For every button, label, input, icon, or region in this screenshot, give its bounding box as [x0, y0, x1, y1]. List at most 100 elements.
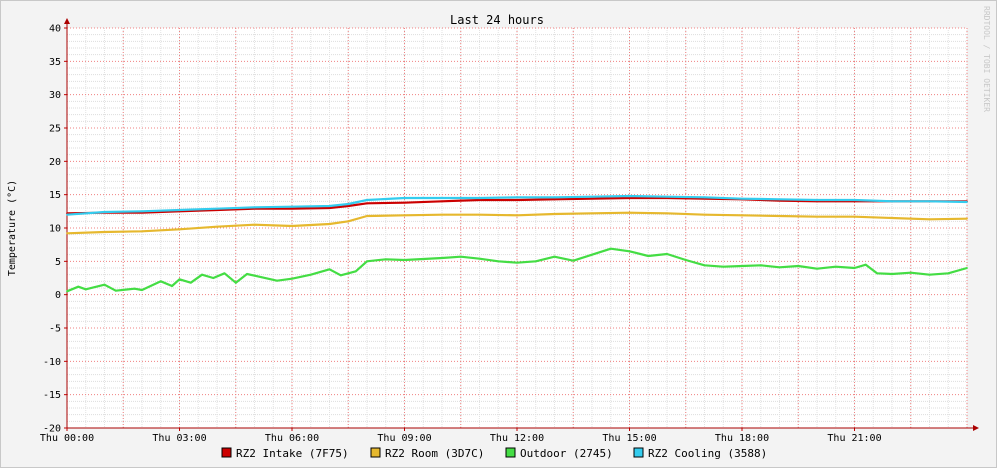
legend-label: RZ2 Intake (7F75) [236, 447, 349, 460]
data-point [628, 250, 631, 253]
data-point [516, 214, 518, 217]
data-point [553, 213, 556, 215]
data-point [141, 289, 143, 291]
data-point [178, 278, 181, 281]
y-tick-label: -5 [49, 324, 61, 335]
data-point [703, 264, 706, 267]
data-point [816, 199, 818, 201]
data-point [553, 255, 556, 258]
data-point [291, 277, 293, 280]
data-point [189, 281, 192, 284]
data-point [478, 199, 481, 201]
y-tick-label: -15 [43, 390, 61, 401]
data-point [864, 263, 867, 266]
data-point [216, 225, 218, 228]
y-tick-label: 20 [49, 157, 61, 168]
data-point [276, 279, 278, 282]
data-point [178, 209, 181, 211]
data-point [339, 274, 342, 277]
data-point [591, 195, 593, 198]
data-point [141, 210, 143, 213]
data-point [328, 207, 331, 209]
data-point [366, 215, 368, 217]
data-point [928, 273, 931, 276]
data-point [797, 265, 800, 267]
x-tick-label: Thu 09:00 [377, 433, 431, 444]
data-point [516, 199, 518, 201]
legend-swatch [221, 447, 232, 458]
y-tick-label: -20 [43, 424, 61, 435]
data-point [928, 200, 931, 203]
data-point [516, 196, 518, 199]
data-point [103, 231, 106, 233]
data-point [133, 287, 136, 290]
data-point [816, 267, 818, 270]
x-tick-label: Thu 21:00 [827, 433, 881, 444]
data-point [216, 207, 218, 210]
grid [66, 27, 968, 429]
data-point [478, 213, 481, 216]
data-point [141, 230, 143, 233]
data-point [722, 265, 725, 268]
x-tick-label: Thu 06:00 [265, 433, 319, 444]
legend-label: RZ2 Room (3D7C) [385, 447, 484, 460]
data-point [291, 207, 293, 210]
x-tick-label: Thu 03:00 [152, 433, 206, 444]
data-point [347, 205, 350, 207]
data-point [441, 213, 443, 216]
data-point [741, 214, 743, 217]
series-line-3 [66, 194, 968, 216]
legend-label: Outdoor (2745) [520, 447, 613, 460]
data-point [366, 199, 368, 201]
data-point [853, 267, 856, 269]
y-tick-label: 30 [49, 90, 61, 101]
x-axis-arrow [973, 425, 979, 431]
data-point [816, 215, 818, 218]
data-point [478, 197, 481, 199]
x-tick-label: Thu 12:00 [490, 433, 544, 444]
data-point [103, 211, 106, 213]
data-point [366, 260, 368, 263]
data-point [114, 289, 117, 292]
y-axis-label: Temperature (°C) [7, 180, 18, 276]
x-tick-label: Thu 18:00 [715, 433, 769, 444]
data-point [354, 270, 357, 273]
data-point [291, 225, 293, 227]
data-point [628, 211, 631, 214]
data-point [261, 276, 263, 279]
data-point [741, 265, 743, 267]
data-point [534, 260, 537, 263]
series-line-1 [66, 211, 968, 235]
data-point [246, 273, 248, 275]
data-point [647, 255, 650, 257]
data-point [441, 197, 443, 199]
data-point [572, 259, 575, 262]
data-point [947, 272, 950, 275]
data-point [553, 198, 556, 201]
data-point [459, 255, 462, 258]
data-point [253, 223, 256, 226]
x-tick-label: Thu 15:00 [602, 433, 656, 444]
y-axis-arrow [64, 18, 70, 24]
y-tick-label: 15 [49, 190, 61, 201]
y-tick-label: 5 [55, 257, 61, 268]
data-point [77, 285, 80, 288]
data-point [309, 273, 312, 276]
series-line-2 [66, 247, 968, 293]
data-point [876, 272, 878, 275]
data-point [928, 218, 931, 221]
data-point [328, 268, 331, 271]
data-point [178, 228, 181, 231]
data-point [666, 212, 668, 215]
data-point [403, 214, 406, 217]
data-point [403, 259, 406, 261]
data-point [347, 203, 350, 205]
data-point [84, 288, 87, 291]
data-point [253, 206, 256, 209]
data-point [628, 197, 631, 199]
data-point [778, 198, 781, 201]
data-point [741, 197, 743, 200]
data-point [759, 264, 762, 267]
data-point [403, 201, 406, 204]
data-point [384, 258, 387, 261]
